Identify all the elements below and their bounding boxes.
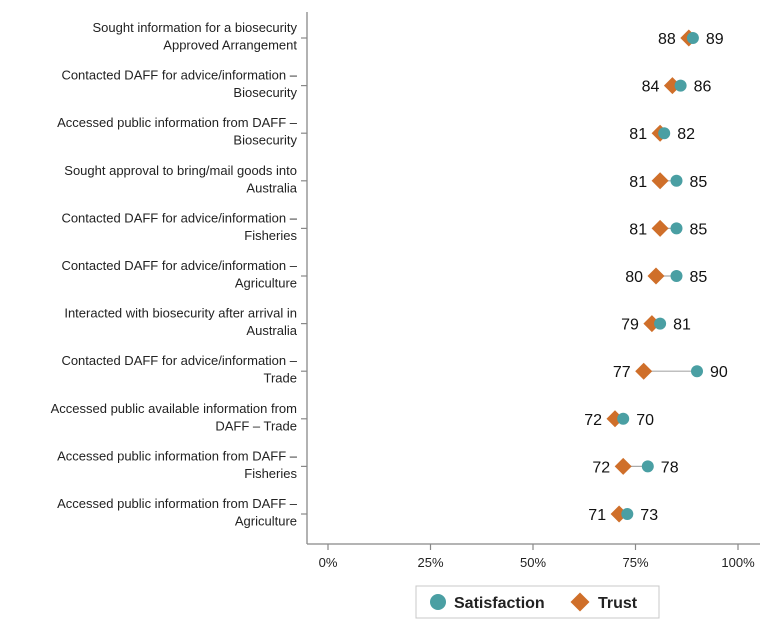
satisfaction-value-label: 73: [640, 507, 658, 524]
satisfaction-value-label: 82: [677, 126, 695, 143]
category-label: Contacted DAFF for advice/information – F…: [61, 210, 297, 243]
trust-value-label: 79: [621, 317, 639, 334]
legend: Satisfaction Trust: [415, 585, 660, 619]
trust-value-label: 88: [658, 31, 676, 48]
satisfaction-value-label: 89: [706, 31, 724, 48]
category-label: Accessed public information from DAFF – B…: [57, 115, 298, 148]
trust-value-label: 81: [629, 221, 647, 238]
trust-marker: [614, 457, 632, 475]
trust-value-label: 84: [642, 79, 660, 96]
satisfaction-marker: [641, 460, 654, 473]
satisfaction-marker: [691, 365, 703, 378]
satisfaction-marker: [686, 32, 699, 44]
trust-marker: [651, 172, 669, 190]
category-label: Contacted DAFF for advice/information – B…: [61, 68, 297, 101]
satisfaction-value-label: 85: [690, 221, 708, 238]
satisfaction-marker: [670, 222, 683, 235]
x-tick-label: 75%: [622, 555, 648, 570]
y-ticks: [301, 37, 307, 515]
category-label: Accessed public information from DAFF – F…: [57, 448, 298, 481]
legend-satisfaction-label: Satisfaction: [454, 595, 545, 612]
satisfaction-marker: [670, 174, 683, 187]
satisfaction-marker: [621, 508, 634, 520]
category-label: Sought approval to bring/mail goods into…: [64, 163, 297, 196]
category-label: Accessed public information from DAFF – A…: [57, 496, 298, 529]
legend-satisfaction-marker: [430, 594, 446, 610]
satisfaction-marker: [658, 127, 671, 140]
trust-value-label: 81: [629, 126, 647, 143]
trust-marker: [651, 219, 669, 237]
satisfaction-marker: [617, 412, 630, 425]
category-label: Accessed public available information fr…: [51, 401, 297, 434]
satisfaction-value-label: 70: [636, 412, 654, 429]
trust-value-label: 72: [592, 459, 610, 476]
legend-box: [415, 585, 660, 619]
category-label: Sought information for a biosecurity Appr…: [93, 20, 298, 53]
satisfaction-marker: [670, 270, 683, 282]
x-tick-label: 0%: [319, 555, 338, 570]
data-markers: [606, 29, 703, 523]
legend-trust-label: Trust: [598, 595, 638, 612]
satisfaction-value-label: 86: [694, 79, 712, 96]
x-ticks: 0% 25% 50% 75% 100%: [319, 544, 755, 570]
satisfaction-value-label: 81: [673, 317, 691, 334]
legend-trust-marker: [570, 592, 590, 612]
satisfaction-marker: [654, 317, 667, 330]
category-labels: Sought information for a biosecurity Appr…: [51, 20, 298, 529]
x-tick-label: 100%: [721, 555, 755, 570]
value-labels: 88 89 84 86 81 82 81 85 81 85 80 85 79 81 77 90 72 70 72 78…: [584, 31, 728, 524]
category-label: Interacted with biosecurity after arriva…: [64, 306, 297, 339]
satisfaction-value-label: 85: [690, 174, 708, 191]
satisfaction-marker: [674, 79, 687, 92]
category-label: Contacted DAFF for advice/information – T…: [61, 353, 297, 386]
trust-value-label: 72: [584, 412, 602, 429]
trust-marker: [647, 267, 665, 285]
trust-value-label: 80: [625, 269, 643, 286]
trust-value-label: 77: [613, 364, 631, 381]
satisfaction-value-label: 90: [710, 364, 728, 381]
x-tick-label: 25%: [417, 555, 443, 570]
satisfaction-value-label: 78: [661, 459, 679, 476]
satisfaction-value-label: 85: [690, 269, 708, 286]
trust-value-label: 71: [588, 507, 606, 524]
x-tick-label: 50%: [520, 555, 546, 570]
trust-marker: [635, 362, 653, 380]
category-label: Contacted DAFF for advice/information – A…: [61, 258, 297, 291]
trust-value-label: 81: [629, 174, 647, 191]
